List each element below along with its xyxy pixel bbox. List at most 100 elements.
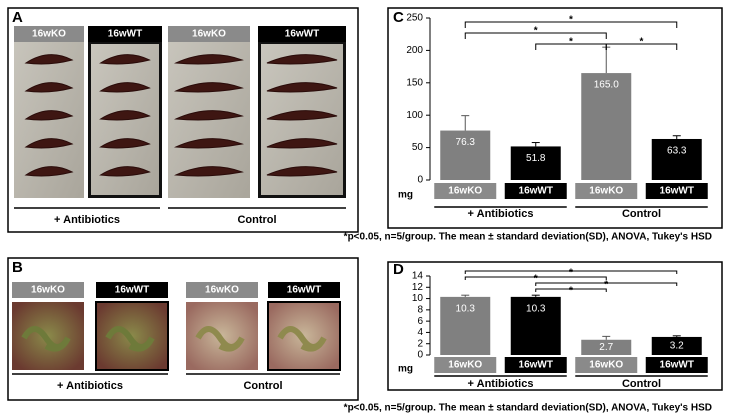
panel-d-frame [387, 261, 723, 391]
panel-c-frame [387, 7, 723, 229]
y-tick-label: 100 [406, 110, 423, 121]
sample-label: 16wKO [205, 285, 239, 296]
significance-bracket [605, 43, 678, 50]
y-tick-label: 50 [412, 142, 424, 153]
label-box [268, 282, 340, 298]
bar [581, 339, 632, 355]
y-tick-label: 0 [417, 175, 423, 186]
footnote: *p<0.05, n=5/group. The mean ± standard … [344, 403, 712, 414]
significance-star: * [604, 280, 608, 291]
kidney [24, 54, 74, 65]
bar [510, 146, 561, 180]
kidney [266, 82, 338, 93]
y-tick-label: 12 [412, 282, 424, 293]
y-tick-label: 200 [406, 45, 423, 56]
unit-label: mg [398, 190, 413, 201]
kidney [24, 166, 74, 177]
value-label: 10.3 [526, 304, 546, 315]
label-box [96, 282, 168, 298]
panel-letter: B [12, 259, 23, 276]
group-label: + Antibiotics [468, 378, 534, 390]
sample-label: 16wKO [31, 285, 65, 296]
significance-bracket [464, 270, 678, 274]
unit-label: mg [398, 364, 413, 375]
kidney [266, 110, 338, 121]
category-box [434, 183, 497, 199]
category-box [504, 357, 567, 373]
sample-label: 16wKO [32, 29, 66, 40]
group-label: Control [622, 208, 661, 220]
y-tick-label: 0 [417, 350, 423, 361]
kidney [24, 138, 74, 149]
sample-label: 16wWT [287, 285, 321, 296]
intestine [277, 326, 327, 352]
sample-label: 16wWT [285, 29, 319, 40]
y-tick-label: 14 [412, 271, 424, 282]
value-label: 76.3 [456, 137, 476, 148]
bar [440, 130, 491, 180]
significance-star: * [569, 37, 573, 48]
label-box [14, 26, 84, 42]
category-box [434, 357, 497, 373]
kidney [174, 82, 244, 93]
group-label: + Antibiotics [468, 208, 534, 220]
kidney [266, 138, 338, 149]
x-tick-label: 16wWT [660, 186, 694, 197]
category-box [504, 183, 567, 199]
panel-b-frame [7, 257, 359, 401]
x-tick-label: 16wKO [448, 186, 482, 197]
intestine [105, 326, 155, 352]
significance-star: * [569, 15, 573, 26]
significance-bracket [535, 282, 678, 286]
panel-letter: D [393, 261, 404, 278]
label-box [12, 282, 84, 298]
kidney [99, 166, 151, 177]
value-label: 2.7 [599, 342, 613, 353]
kidney [99, 82, 151, 93]
significance-star: * [569, 268, 573, 279]
category-box [575, 183, 638, 199]
group-label: Control [243, 380, 282, 392]
kidney [174, 138, 244, 149]
label-box [258, 26, 346, 42]
y-tick-label: 2 [417, 338, 423, 349]
significance-star: * [640, 37, 644, 48]
kidney [24, 110, 74, 121]
kidney [24, 82, 74, 93]
kidney [174, 166, 244, 177]
x-tick-label: 16wKO [589, 360, 623, 371]
significance-bracket [464, 276, 607, 280]
panel-letter: C [393, 9, 404, 26]
bar [651, 138, 702, 180]
footnote: *p<0.05, n=5/group. The mean ± standard … [344, 232, 712, 243]
kidney [266, 166, 338, 177]
y-tick-label: 150 [406, 77, 423, 88]
value-label: 165.0 [594, 80, 619, 91]
panel-a-frame [7, 7, 359, 233]
significance-bracket [464, 32, 607, 39]
y-tick-label: 6 [417, 316, 423, 327]
intestine [21, 326, 71, 352]
value-label: 3.2 [670, 341, 684, 352]
sample-label: 16wWT [115, 285, 149, 296]
label-box [88, 26, 162, 42]
x-tick-label: 16wWT [660, 360, 694, 371]
y-tick-label: 250 [406, 13, 423, 24]
value-label: 63.3 [667, 146, 687, 157]
value-label: 51.8 [526, 153, 546, 164]
group-label: Control [622, 378, 661, 390]
significance-bracket [464, 21, 678, 28]
group-label: Control [237, 214, 276, 226]
group-label: + Antibiotics [57, 380, 123, 392]
x-tick-label: 16wKO [589, 186, 623, 197]
label-box [168, 26, 250, 42]
value-label: 10.3 [456, 304, 476, 315]
kidney [174, 54, 244, 65]
sample-label: 16wKO [192, 29, 226, 40]
category-box [645, 183, 708, 199]
bar [440, 296, 491, 355]
significance-star: * [534, 26, 538, 37]
group-label: + Antibiotics [54, 214, 120, 226]
significance-star: * [569, 286, 573, 297]
